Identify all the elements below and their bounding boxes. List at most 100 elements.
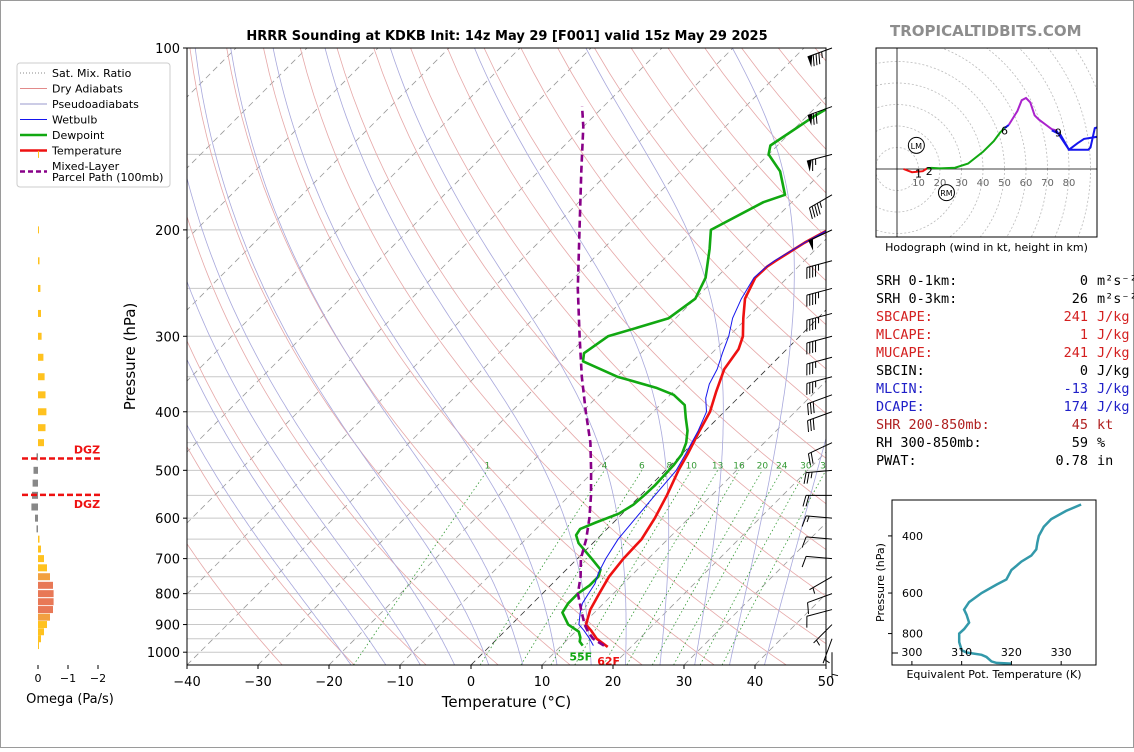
omega-bar xyxy=(38,226,39,233)
omega-bar xyxy=(38,606,53,613)
barb-feather xyxy=(807,472,809,483)
barb-feather xyxy=(812,206,815,217)
x-tick-label: −40 xyxy=(173,675,200,690)
y-tick-label: 600 xyxy=(155,512,180,527)
param-value: 45 xyxy=(1018,416,1088,434)
brand-logo: TROPICALTIDBITS.COM xyxy=(890,22,1082,40)
series-mixed-layer-parcel-path-100mb- xyxy=(578,107,604,646)
barb-feather xyxy=(810,420,811,431)
barb-staff xyxy=(807,261,832,268)
mixing-ratio-line xyxy=(700,470,806,665)
barb-feather xyxy=(817,203,820,214)
x-tick-label: −30 xyxy=(244,675,271,690)
theta-e-x-tick-label: 330 xyxy=(1051,646,1072,659)
omega-bar xyxy=(38,151,39,158)
pseudoadiabat xyxy=(231,48,523,665)
wind-barb xyxy=(807,154,832,171)
param-value: 174 xyxy=(1018,398,1088,416)
legend-label: Sat. Mix. Ratio xyxy=(52,67,132,80)
omega-x-axis-label: Omega (Pa/s) xyxy=(26,692,114,707)
x-tick-label: 10 xyxy=(534,675,551,690)
dgz-label: DGZ xyxy=(74,498,100,511)
barb-staff xyxy=(807,610,832,617)
mixing-ratio-line xyxy=(674,470,782,665)
param-value: 241 xyxy=(1018,344,1088,362)
barb-half-feather xyxy=(813,588,815,594)
theta-e-x-tick-label: 320 xyxy=(1001,646,1022,659)
wind-barb xyxy=(808,107,832,126)
omega-bar xyxy=(38,373,45,380)
barb-feather xyxy=(804,473,806,484)
height-label: 6 xyxy=(1001,124,1008,137)
mixing-ratio-label: 20 xyxy=(757,461,769,471)
param-key: MLCAPE: xyxy=(876,326,1018,344)
pseudoadiabat xyxy=(325,48,591,665)
param-key: DCAPE: xyxy=(876,398,1018,416)
omega-bar xyxy=(35,515,38,522)
omega-bar xyxy=(38,614,50,621)
omega-bar xyxy=(38,310,41,317)
chart-title: HRRR Sounding at KDKB Init: 14z May 29 [… xyxy=(246,29,767,44)
barb-half-feather xyxy=(822,52,823,58)
omega-bar xyxy=(38,408,46,415)
surface-temperature-label: 62F xyxy=(597,655,620,668)
storm-motion-label: RM xyxy=(940,189,953,198)
wind-barb xyxy=(808,48,832,67)
y-tick-label: 1000 xyxy=(147,646,180,661)
param-row: RH 300-850mb:59% xyxy=(876,434,1134,452)
barb-staff xyxy=(807,288,832,295)
mixing-ratio-label: 4 xyxy=(602,461,608,471)
mixing-ratio-label: 13 xyxy=(712,461,723,471)
param-unit: % xyxy=(1088,434,1105,452)
param-unit: J/kg xyxy=(1088,398,1130,416)
param-unit: J/kg xyxy=(1088,380,1130,398)
param-key: SBCAPE: xyxy=(876,308,1018,326)
x-tick-label: −10 xyxy=(386,675,413,690)
omega-bar xyxy=(37,525,39,532)
legend-label: Temperature xyxy=(51,145,122,158)
barb-feather xyxy=(813,419,814,430)
mixing-ratio-label: 6 xyxy=(639,461,645,471)
barb-flag xyxy=(808,55,813,67)
wind-barb xyxy=(807,336,832,354)
omega-bar xyxy=(38,582,53,589)
wind-barb xyxy=(809,577,832,594)
omega-bar xyxy=(38,546,41,553)
param-unit: J/kg xyxy=(1088,344,1130,362)
param-value: 0 xyxy=(1018,362,1088,380)
param-unit: J/kg xyxy=(1088,362,1130,380)
omega-bar xyxy=(31,503,38,510)
param-unit: J/kg xyxy=(1088,308,1130,326)
wind-barb xyxy=(808,412,832,432)
param-value: 1 xyxy=(1018,326,1088,344)
wind-barb xyxy=(807,288,832,306)
barb-feather xyxy=(819,53,820,64)
wind-barb xyxy=(804,470,832,483)
param-key: MLCIN: xyxy=(876,380,1018,398)
wind-barb xyxy=(832,652,838,678)
omega-bar xyxy=(38,354,43,361)
omega-bar xyxy=(38,573,50,580)
barb-staff xyxy=(808,594,832,603)
omega-bar xyxy=(38,391,46,398)
param-value: 0 xyxy=(1018,272,1088,290)
storm-motion-label: LM xyxy=(911,142,922,151)
param-value: -13 xyxy=(1018,380,1088,398)
x-tick-label: 40 xyxy=(747,675,764,690)
omega-x-tick-label: 0 xyxy=(35,672,42,685)
dry-adiabat xyxy=(153,48,498,665)
y-tick-label: 300 xyxy=(155,330,180,345)
param-key: SHR 200-850mb: xyxy=(876,416,1018,434)
isotherm-line xyxy=(187,48,804,665)
dry-adiabat xyxy=(300,48,786,665)
omega-bar xyxy=(38,642,39,649)
omega-bar xyxy=(38,285,40,292)
hodo-ring-label: 50 xyxy=(998,178,1011,189)
omega-bar xyxy=(38,598,54,605)
